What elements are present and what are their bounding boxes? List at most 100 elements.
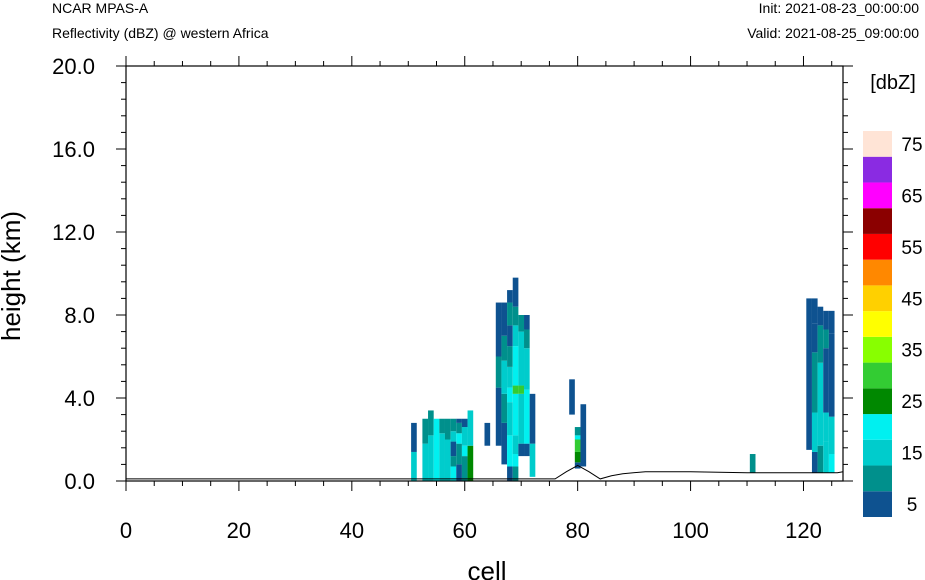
colorbar-tick-label: 35 — [901, 341, 922, 362]
reflectivity-cell — [811, 298, 818, 324]
reflectivity-cell — [512, 393, 519, 436]
reflectivity-cell — [507, 346, 513, 367]
x-tick-label: 20 — [227, 518, 251, 543]
y-tick-label: 16.0 — [52, 137, 95, 162]
colorbar-tick-label: 65 — [901, 186, 922, 207]
reflectivity-cell — [433, 418, 440, 481]
x-axis: 0 20 40 60 80 100 120 — [120, 56, 833, 543]
reflectivity-cell — [456, 433, 462, 444]
colorbar-swatch — [863, 208, 892, 234]
field-subtitle: Reflectivity (dBZ) @ western Africa — [52, 25, 269, 41]
reflectivity-cell — [501, 302, 508, 336]
reflectivity-cell — [529, 393, 536, 444]
reflectivity-cell — [456, 418, 462, 423]
reflectivity-cell — [569, 379, 575, 415]
reflectivity-cell — [828, 454, 835, 473]
reflectivity-cell — [524, 315, 530, 330]
reflectivity-cell — [461, 456, 468, 481]
reflectivity-cell — [467, 445, 474, 481]
y-tick-label: 12.0 — [52, 220, 95, 245]
reflectivity-cell — [518, 443, 525, 457]
reflectivity-cell — [507, 302, 513, 326]
reflectivity-cell — [461, 427, 468, 446]
reflectivity-cells — [411, 277, 835, 481]
reflectivity-cell — [456, 464, 462, 481]
colorbar-tick-label: 5 — [907, 495, 918, 516]
colorbar-swatch — [863, 233, 892, 260]
x-tick-label: 100 — [672, 518, 709, 543]
colorbar-tick-label: 25 — [901, 392, 922, 413]
reflectivity-cell — [524, 348, 530, 390]
reflectivity-cell — [512, 325, 519, 347]
y-axis: 0.0 4.0 8.0 12.0 16.0 20.0 — [52, 54, 853, 494]
reflectivity-cell — [428, 435, 434, 481]
x-tick-label: 0 — [120, 518, 132, 543]
y-tick-label: 20.0 — [52, 54, 95, 79]
reflectivity-cell — [529, 443, 536, 477]
reflectivity-cell — [501, 335, 508, 361]
reflectivity-cell — [574, 427, 581, 436]
reflectivity-cell — [524, 329, 530, 349]
reflectivity-cell — [422, 443, 429, 481]
colorbar-tick-label: 15 — [901, 444, 922, 465]
reflectivity-cell — [512, 435, 519, 455]
reflectivity-cell — [823, 329, 829, 349]
reflectivity-cell — [828, 416, 835, 455]
reflectivity-cell — [823, 348, 829, 413]
reflectivity-cell — [507, 387, 513, 403]
reflectivity-cell — [507, 402, 513, 436]
colorbar-swatch — [863, 465, 892, 492]
reflectivity-cell — [507, 290, 513, 303]
reflectivity-cell — [817, 445, 824, 473]
reflectivity-cell — [495, 356, 502, 388]
reflectivity-cell — [467, 410, 474, 446]
y-tick-label: 8.0 — [64, 303, 95, 328]
reflectivity-cell — [512, 306, 519, 326]
reflectivity-cell — [507, 466, 513, 481]
y-tick-label: 0.0 — [64, 469, 95, 494]
reflectivity-cell — [507, 366, 513, 388]
reflectivity-cell — [450, 431, 457, 442]
reflectivity-cell — [749, 454, 756, 473]
reflectivity-cell — [574, 451, 581, 463]
reflectivity-cell — [512, 466, 519, 481]
x-tick-label: 120 — [785, 518, 822, 543]
plot-border — [125, 65, 844, 482]
reflectivity-cell — [806, 298, 812, 450]
reflectivity-cell — [574, 439, 581, 452]
x-tick-label: 60 — [452, 518, 476, 543]
reflectivity-cell — [495, 302, 502, 315]
reflectivity-cell — [811, 412, 818, 452]
reflectivity-cell — [450, 466, 457, 481]
colorbar-swatch — [863, 491, 892, 517]
reflectivity-cell — [507, 325, 513, 347]
reflectivity-cell — [518, 315, 525, 332]
init-time: Init: 2021-08-23_00:00:00 — [758, 0, 919, 16]
plot-frame — [125, 65, 844, 482]
colorbar-tick-label: 45 — [901, 289, 922, 310]
colorbar-swatch — [863, 388, 892, 415]
reflectivity-cell — [811, 323, 818, 353]
colorbar-swatch — [863, 362, 892, 389]
reflectivity-cell — [422, 418, 429, 444]
reflectivity-cell — [450, 441, 457, 457]
reflectivity-cell — [828, 310, 835, 334]
y-tick-label: 4.0 — [64, 386, 95, 411]
reflectivity-cell — [817, 325, 824, 363]
reflectivity-cell — [823, 412, 829, 442]
reflectivity-cell — [495, 387, 502, 446]
reflectivity-cell — [817, 306, 824, 326]
reflectivity-cell — [411, 422, 417, 452]
reflectivity-cell — [518, 393, 525, 444]
reflectivity-cell — [484, 422, 491, 446]
reflectivity-cell — [444, 439, 451, 481]
colorbar-swatch — [863, 439, 892, 466]
x-axis-label: cell — [467, 556, 506, 580]
terrain-polyline — [126, 464, 844, 480]
reflectivity-cell — [428, 410, 434, 436]
reflectivity-cell — [507, 435, 513, 467]
reflectivity-cell — [512, 385, 519, 394]
colorbar: 5 15 25 35 45 55 65 75 — [863, 131, 923, 517]
colorbar-unit-label: [dbZ] — [870, 72, 916, 94]
reflectivity-cell — [518, 331, 525, 386]
